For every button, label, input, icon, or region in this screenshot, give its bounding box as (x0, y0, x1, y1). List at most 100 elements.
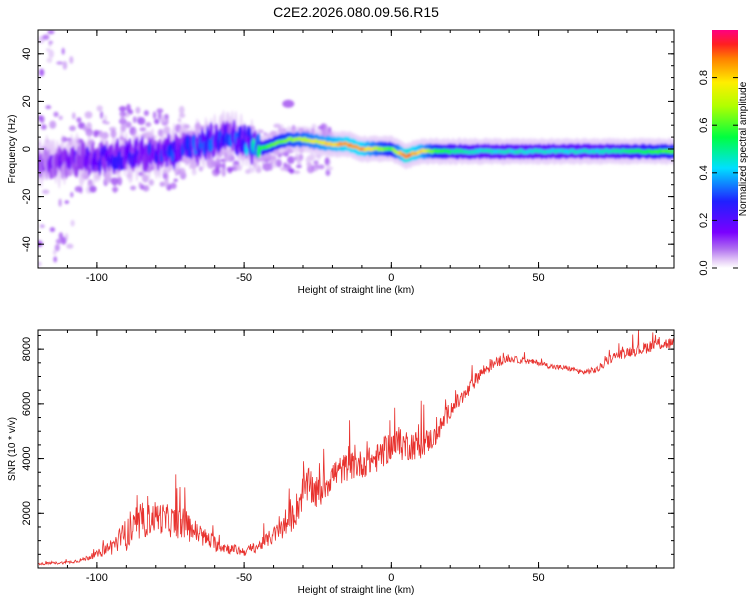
heatmap-cell (227, 167, 233, 174)
heatmap-cell (108, 144, 113, 159)
heatmap-cell (179, 113, 186, 118)
heatmap-cell (145, 153, 150, 167)
heatmap-cell (112, 178, 118, 187)
snr-plot-area (38, 330, 674, 568)
spectrogram-y-axis-label: Frequency (Hz) (7, 115, 18, 184)
colorbar-tick-label: 0.4 (698, 165, 710, 180)
heatmap-cell (159, 117, 167, 123)
heatmap-cell (125, 121, 132, 128)
heatmap-cell (100, 111, 104, 119)
heatmap-cell (163, 178, 169, 188)
heatmap-cell (62, 61, 68, 70)
heatmap-cell (306, 161, 312, 168)
heatmap-cell (126, 103, 131, 112)
heatmap-cell (311, 123, 317, 129)
heatmap-cell (69, 125, 76, 132)
heatmap-cell (53, 256, 58, 263)
heatmap-cell (142, 174, 149, 183)
heatmap-cell (52, 249, 57, 256)
x-tick-label: 0 (388, 272, 394, 284)
heatmap-cell (142, 154, 146, 168)
heatmap-cell (55, 238, 63, 244)
heatmap-cell (173, 178, 178, 182)
heatmap-cell (40, 124, 47, 130)
heatmap-cell (39, 224, 45, 229)
heatmap-cell (66, 243, 74, 249)
heatmap-cell (58, 198, 62, 207)
spectrogram-panel: -100 -50 0 50 -40 -20 0 20 40 Height of straigh… (7, 29, 675, 296)
heatmap-cell (295, 164, 302, 169)
heatmap-cell (314, 167, 318, 172)
snr-y-ticks: 2000 4000 6000 8000 (21, 334, 674, 569)
snr-series-line (38, 330, 674, 566)
heatmap-cell (157, 111, 162, 120)
x-tick-label: -50 (236, 572, 252, 584)
heatmap-cell (292, 156, 298, 160)
heatmap-cell (144, 143, 148, 158)
heatmap-cell (89, 185, 97, 193)
heatmap-cell (49, 120, 57, 129)
heatmap-cell (45, 105, 52, 110)
heatmap-cell (225, 149, 234, 157)
heatmap-cell (317, 153, 321, 161)
y-tick-label: 20 (21, 95, 33, 107)
y-tick-label: 40 (21, 48, 33, 60)
heatmap-cell (198, 166, 203, 172)
chart-title: C2E2.2026.080.09.56.R15 (273, 4, 439, 20)
heatmap-cell (87, 182, 94, 187)
heatmap-cell (130, 185, 137, 191)
heatmap-cell (74, 186, 83, 193)
colorbar-tick-label: 0.0 (698, 260, 710, 275)
heatmap-cell (305, 157, 309, 163)
heatmap-cell (287, 168, 295, 173)
x-tick-label: -50 (236, 272, 252, 284)
heatmap-cell (147, 142, 152, 156)
heatmap-cell (102, 119, 106, 124)
heatmap-cell (61, 47, 65, 55)
colorbar-tick-label: 0.2 (698, 213, 710, 228)
heatmap-cell (138, 182, 142, 189)
heatmap-cell (204, 140, 208, 154)
spectrogram-heatmap (38, 30, 674, 267)
colorbar-tick-label: 0.6 (698, 118, 710, 133)
heatmap-cell (236, 164, 243, 171)
heatmap-cell (148, 179, 154, 186)
heatmap-cell (275, 159, 282, 168)
heatmap-cell (313, 160, 319, 165)
heatmap-cell (69, 56, 74, 64)
heatmap-cell (76, 117, 82, 123)
snr-x-axis-label: Height of straight line (km) (298, 585, 415, 596)
heatmap-cell (48, 49, 54, 59)
heatmap-cell (172, 139, 176, 154)
heatmap-cell (222, 162, 226, 171)
heatmap-cell (120, 123, 127, 133)
heatmap-cell (273, 123, 282, 128)
heatmap-cell (159, 181, 165, 187)
heatmap-cell (46, 57, 53, 63)
snr-y-axis-label: SNR (10 * v/v) (7, 417, 18, 481)
heatmap-cell (308, 153, 316, 161)
heatmap-cell (136, 153, 141, 167)
heatmap-cell (177, 118, 182, 123)
spectrogram-x-axis-label: Height of straight line (km) (298, 285, 415, 296)
heatmap-cell (293, 170, 301, 174)
heatmap-cell (101, 154, 106, 169)
heatmap-cell (42, 189, 50, 194)
heatmap-cell (237, 126, 242, 140)
y-tick-label: 8000 (21, 337, 33, 361)
colorbar-label: Normalized spectral amplitude (738, 81, 749, 216)
heatmap-cell (279, 167, 288, 171)
x-tick-label: 0 (388, 572, 394, 584)
heatmap-cell (298, 154, 304, 161)
heatmap-cell (200, 130, 205, 144)
heatmap-cell (98, 158, 102, 172)
x-tick-label: -100 (86, 572, 108, 584)
spectrogram-frame (37, 29, 675, 269)
heatmap-cell (56, 61, 64, 65)
heatmap-cell (178, 105, 185, 115)
heatmap-cell (96, 105, 103, 112)
heatmap-cell (256, 164, 261, 169)
heatmap-cell (120, 112, 125, 122)
heatmap-cell (318, 164, 325, 170)
y-tick-label: 6000 (21, 392, 33, 416)
